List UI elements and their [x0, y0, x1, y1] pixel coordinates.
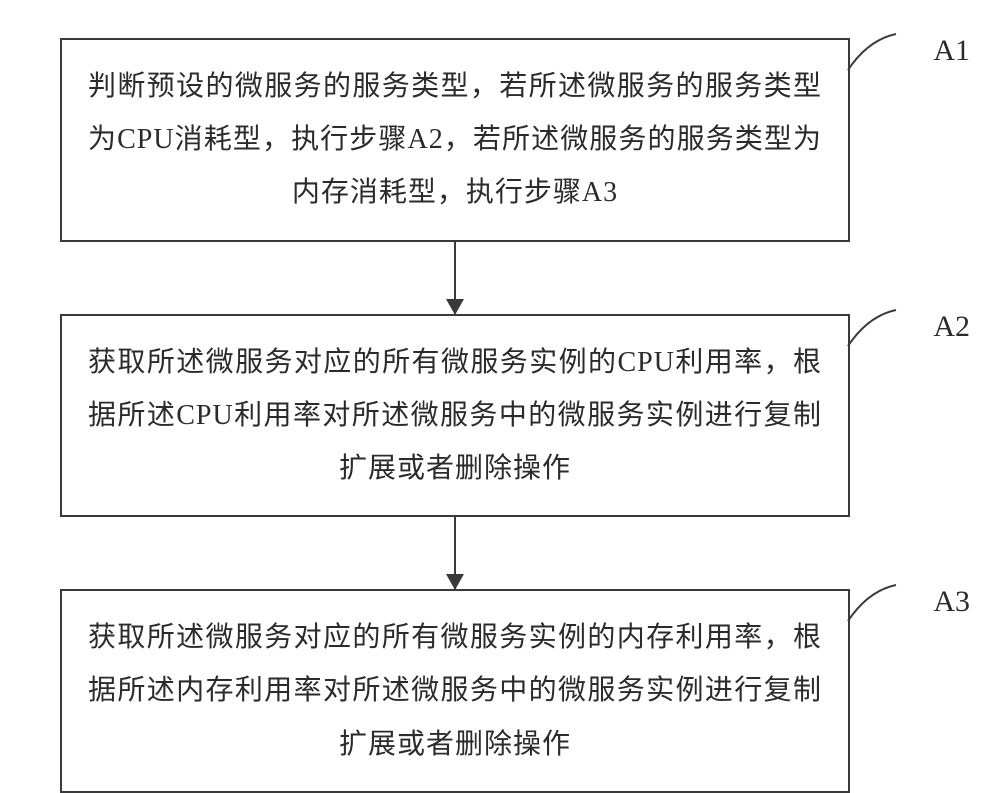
step-a3-text: 获取所述微服务对应的所有微服务实例的内存利用率，根据所述内存利用率对所述微服务中…: [88, 611, 822, 771]
step-a1-text: 判断预设的微服务的服务类型，若所述微服务的服务类型为CPU消耗型，执行步骤A2，…: [88, 60, 822, 220]
step-a2-callout: [846, 304, 926, 364]
step-a2-label: A2: [933, 298, 970, 355]
step-a3-callout: [846, 579, 926, 639]
arrow-a2-a3: [454, 517, 456, 589]
flowchart: 判断预设的微服务的服务类型，若所述微服务的服务类型为CPU消耗型，执行步骤A2，…: [60, 38, 940, 793]
step-a3-box: 获取所述微服务对应的所有微服务实例的内存利用率，根据所述内存利用率对所述微服务中…: [60, 589, 850, 793]
step-a2-text: 获取所述微服务对应的所有微服务实例的CPU利用率，根据所述CPU利用率对所述微服…: [88, 336, 822, 496]
arrow-head-icon: [446, 299, 464, 315]
step-a2-box: 获取所述微服务对应的所有微服务实例的CPU利用率，根据所述CPU利用率对所述微服…: [60, 314, 850, 518]
step-a1-box: 判断预设的微服务的服务类型，若所述微服务的服务类型为CPU消耗型，执行步骤A2，…: [60, 38, 850, 242]
step-a3-label: A3: [933, 573, 970, 630]
step-a1-callout: [846, 28, 926, 88]
arrow-a1-a2: [454, 242, 456, 314]
step-a1-label: A1: [933, 22, 970, 79]
arrow-head-icon: [446, 574, 464, 590]
